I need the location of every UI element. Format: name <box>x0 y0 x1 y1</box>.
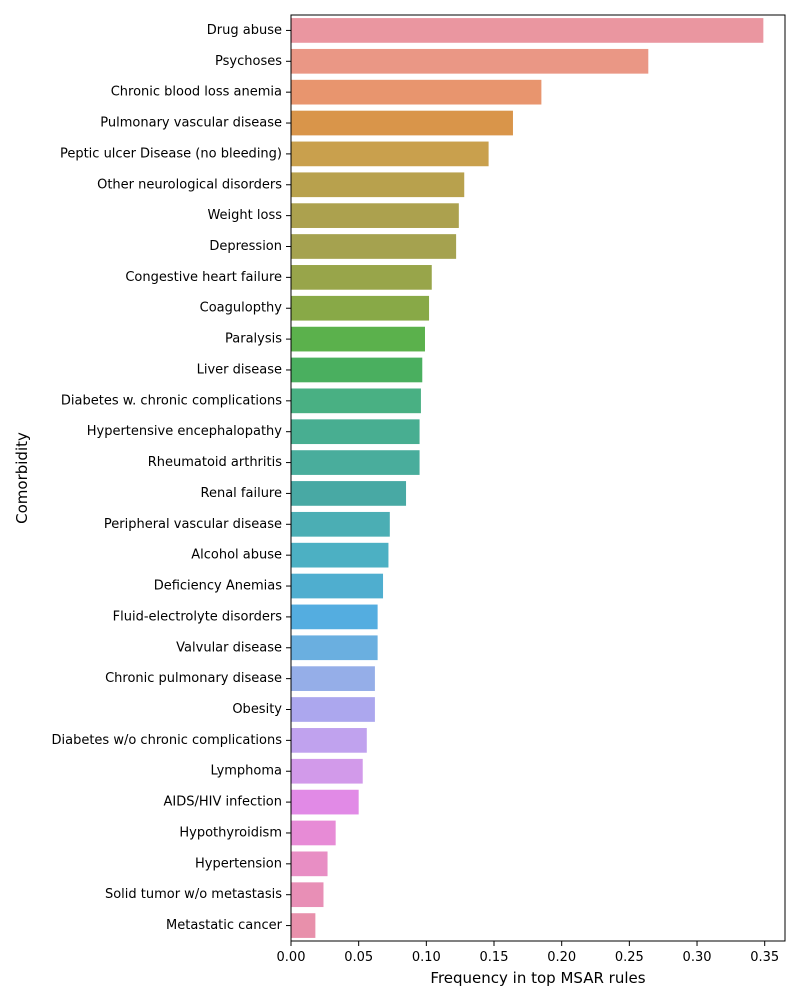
x-tick-label: 0.10 <box>412 950 441 965</box>
y-tick-label: Fluid-electrolyte disorders <box>113 609 283 624</box>
bar <box>291 388 421 414</box>
y-tick-label: Depression <box>209 239 282 254</box>
y-tick-label: Chronic pulmonary disease <box>105 671 282 686</box>
y-tick-label: Hypothyroidism <box>179 825 282 840</box>
bar <box>291 265 432 290</box>
y-tick-label: AIDS/HIV infection <box>164 795 282 810</box>
bar <box>291 542 389 568</box>
y-tick-label: Alcohol abuse <box>191 548 282 563</box>
bar <box>291 48 649 74</box>
x-tick-label: 0.20 <box>547 950 576 965</box>
y-tick-labels: Drug abuse Psychoses Chronic blood loss an… <box>52 23 291 933</box>
bar <box>291 450 420 475</box>
bar <box>291 203 459 228</box>
y-tick-label: Metastatic cancer <box>166 918 283 933</box>
y-tick-label: Deficiency Anemias <box>154 579 283 594</box>
y-tick-label: Weight loss <box>207 208 282 223</box>
bar <box>291 635 378 661</box>
bar <box>291 295 430 321</box>
y-tick-label: Rheumatoid arthritis <box>148 455 282 470</box>
x-tick-label: 0.35 <box>750 950 779 965</box>
y-tick-label: Valvular disease <box>176 640 282 655</box>
x-tick-label: 0.05 <box>344 950 373 965</box>
y-tick-label: Drug abuse <box>207 23 282 38</box>
bars-group <box>291 18 764 938</box>
bar <box>291 357 423 383</box>
bar <box>291 573 384 599</box>
y-tick-label: Hypertensive encephalopathy <box>87 424 283 439</box>
y-tick-label: Other neurological disorders <box>97 177 282 192</box>
y-tick-label: Solid tumor w/o metastasis <box>105 887 282 902</box>
y-tick-label: Renal failure <box>201 486 282 501</box>
y-tick-label: Coagulopthy <box>200 301 283 316</box>
bar <box>291 234 457 259</box>
y-tick-label: Obesity <box>232 702 282 717</box>
y-tick-label: Chronic blood loss anemia <box>111 85 282 100</box>
y-tick-label: Diabetes w/o chronic complications <box>52 733 283 748</box>
x-ticks: 0.00 0.05 0.10 0.15 0.20 0.25 0.30 0.35 <box>277 941 779 965</box>
y-tick-label: Diabetes w. chronic complications <box>61 393 282 408</box>
bar <box>291 758 363 784</box>
y-axis-label: Comorbidity <box>13 432 31 524</box>
y-tick-label: Lymphoma <box>211 764 282 779</box>
y-tick-label: Peptic ulcer Disease (no bleeding) <box>60 146 282 161</box>
y-tick-label: Congestive heart failure <box>125 270 282 285</box>
bar <box>291 141 489 167</box>
y-tick-label: Hypertension <box>195 856 282 871</box>
plot-frame <box>290 14 786 942</box>
bar <box>291 79 542 105</box>
y-tick-label: Paralysis <box>225 332 282 347</box>
bar <box>291 728 367 753</box>
bar <box>291 604 378 630</box>
y-tick-label: Psychoses <box>215 54 282 69</box>
bar <box>291 18 764 43</box>
x-axis-label: Frequency in top MSAR rules <box>430 969 645 987</box>
y-tick-label: Liver disease <box>197 362 282 377</box>
x-tick-label: 0.15 <box>480 950 509 965</box>
bar <box>291 913 316 938</box>
x-tick-label: 0.00 <box>277 950 306 965</box>
bar <box>291 326 425 352</box>
bar <box>291 697 375 722</box>
bar <box>291 666 375 691</box>
bar <box>291 511 390 537</box>
x-tick-label: 0.25 <box>615 950 644 965</box>
bar <box>291 820 336 846</box>
bar <box>291 882 324 908</box>
x-tick-label: 0.30 <box>683 950 712 965</box>
bar <box>291 851 328 877</box>
bar <box>291 789 359 815</box>
bar <box>291 110 513 136</box>
bar <box>291 419 420 445</box>
bar <box>291 481 407 506</box>
y-tick-label: Peripheral vascular disease <box>104 517 282 532</box>
y-tick-label: Pulmonary vascular disease <box>100 116 282 131</box>
bar <box>291 172 465 198</box>
